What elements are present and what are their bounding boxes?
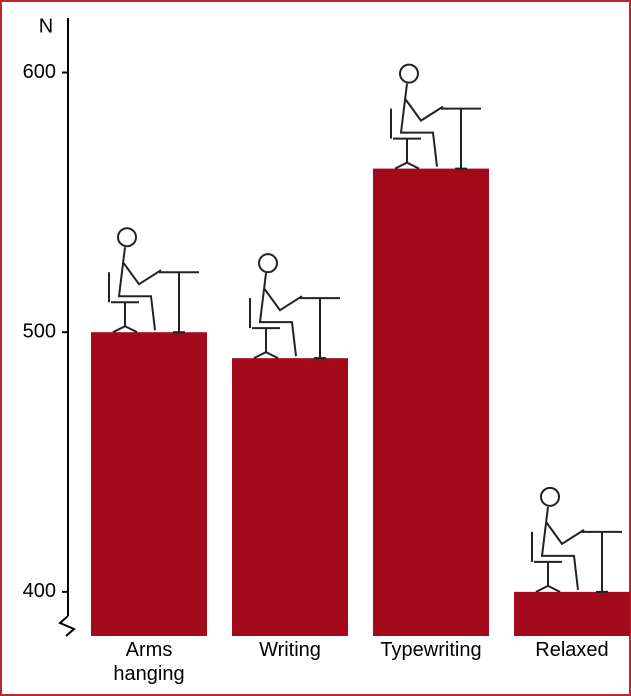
figure [582, 532, 622, 592]
figure [300, 298, 340, 358]
figure [441, 109, 481, 169]
y-tick-label: 600 [23, 61, 56, 83]
figure [109, 272, 139, 332]
bar [514, 592, 630, 636]
x-tick-label: Relaxed [502, 638, 631, 662]
x-tick-label: Arms hanging [104, 638, 194, 686]
figure [532, 532, 562, 592]
chart: N 400 500 600 [0, 0, 631, 696]
bar [91, 332, 207, 636]
x-tick-label: Typewriting [361, 638, 501, 662]
bar [373, 169, 489, 636]
bar [232, 358, 348, 636]
y-unit: N [39, 15, 53, 37]
figure [541, 488, 559, 506]
axis-break [60, 616, 74, 636]
page: N 400 500 600 Arms hanging WritingTypewriti… [0, 0, 631, 696]
y-tick-label: 400 [23, 580, 56, 602]
x-tick-label: Writing [220, 638, 360, 662]
figure [159, 272, 199, 332]
figure [391, 109, 421, 169]
figure [118, 228, 136, 246]
figure [250, 298, 280, 358]
figure [259, 254, 277, 272]
figure [400, 65, 418, 83]
y-tick-label: 500 [23, 320, 56, 342]
